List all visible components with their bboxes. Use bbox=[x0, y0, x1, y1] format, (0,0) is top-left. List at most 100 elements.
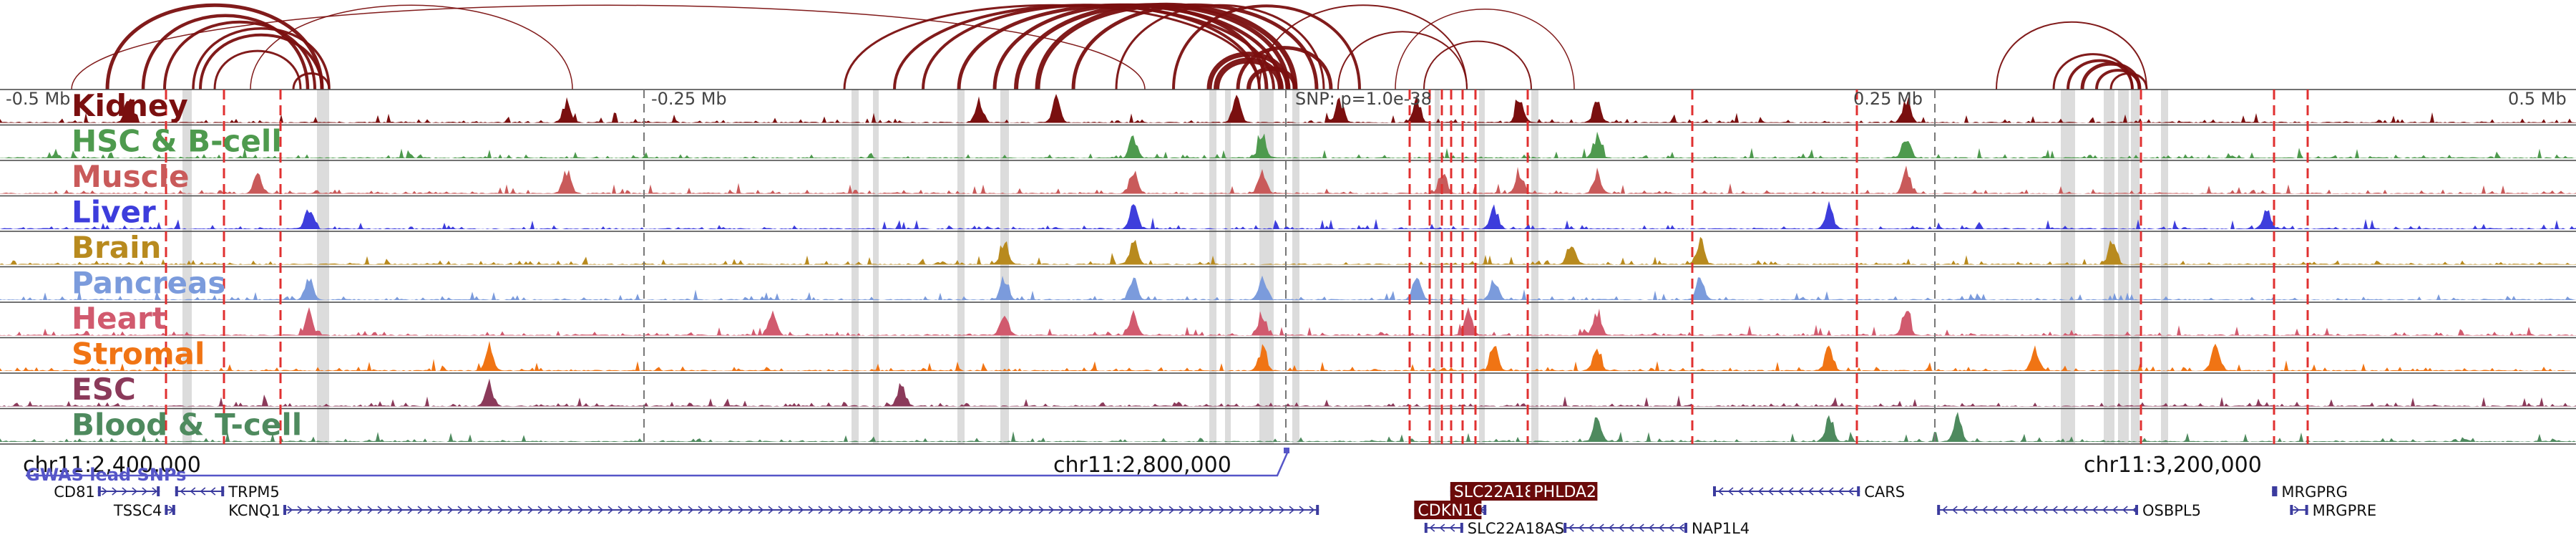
exon-block bbox=[1857, 486, 1860, 496]
coordinate-label: chr11:2,800,000 bbox=[1053, 453, 1231, 478]
strand-arrow bbox=[1449, 524, 1455, 532]
exon-block bbox=[2274, 486, 2278, 496]
strand-arrow bbox=[1028, 506, 1035, 514]
strand-arrow bbox=[152, 487, 158, 496]
strand-arrow bbox=[357, 506, 364, 514]
coordinate-label: chr11:3,200,000 bbox=[2084, 453, 2262, 478]
strand-arrow bbox=[878, 506, 884, 514]
strand-arrow bbox=[1628, 524, 1634, 532]
strand-arrow bbox=[1169, 506, 1175, 514]
strand-arrow bbox=[132, 487, 138, 496]
interaction-arc bbox=[1259, 4, 1468, 90]
strand-arrow bbox=[1727, 487, 1734, 496]
coordinate-label: chr11:2,400,000 bbox=[23, 453, 201, 478]
strand-arrow bbox=[2102, 506, 2108, 514]
strand-arrow bbox=[477, 506, 484, 514]
strand-arrow bbox=[1648, 524, 1654, 532]
strand-arrow bbox=[1209, 506, 1215, 514]
strand-arrow bbox=[668, 506, 674, 514]
strand-arrow bbox=[1951, 506, 1958, 514]
gene-trpm5: TRPM5 bbox=[175, 483, 280, 501]
interaction-arc bbox=[1395, 9, 1575, 90]
strand-arrow bbox=[1787, 487, 1794, 496]
strand-arrow bbox=[347, 506, 353, 514]
interaction-arc bbox=[163, 20, 316, 90]
gene-tssc4: TSSC4 bbox=[113, 502, 175, 519]
strand-arrow bbox=[618, 506, 624, 514]
gene-label: SLC22A18 bbox=[1454, 483, 1535, 501]
gene-mrgpre: MRGPRE bbox=[2290, 502, 2376, 519]
strand-arrow bbox=[848, 506, 854, 514]
strand-arrow bbox=[1777, 487, 1784, 496]
strand-arrow bbox=[307, 506, 313, 514]
coordinate-axis: chr11:2,400,000 chr11:2,800,000 chr11:3,20… bbox=[23, 448, 2262, 485]
strand-arrow bbox=[587, 506, 594, 514]
exon-block bbox=[1483, 505, 1487, 515]
gene-label: TRPM5 bbox=[228, 483, 280, 501]
track-label: HSC & B-cell bbox=[72, 124, 282, 159]
strand-arrow bbox=[457, 506, 464, 514]
strand-arrow bbox=[2041, 506, 2048, 514]
exon-block bbox=[1563, 523, 1567, 533]
strand-arrow bbox=[210, 487, 216, 496]
track-label: Kidney bbox=[72, 88, 188, 123]
strand-arrow bbox=[768, 506, 774, 514]
strand-arrow bbox=[688, 506, 694, 514]
strand-arrow bbox=[948, 506, 955, 514]
strand-arrow bbox=[828, 506, 834, 514]
strand-arrow bbox=[738, 506, 744, 514]
signal-track bbox=[0, 341, 2576, 371]
strand-arrow bbox=[1838, 487, 1844, 496]
strand-arrow bbox=[387, 506, 394, 514]
strand-arrow bbox=[407, 506, 414, 514]
strand-arrow bbox=[1088, 506, 1095, 514]
strand-arrow bbox=[1058, 506, 1065, 514]
gene-cd81: CD81 bbox=[54, 483, 160, 501]
strand-arrow bbox=[1828, 487, 1834, 496]
gene-label: OSBPL5 bbox=[2142, 502, 2201, 519]
strand-arrow bbox=[908, 506, 914, 514]
strand-arrow bbox=[1018, 506, 1025, 514]
interaction-arcs bbox=[71, 2, 2148, 90]
exon-block bbox=[1713, 486, 1716, 496]
strand-arrow bbox=[938, 506, 945, 514]
strand-arrow bbox=[1138, 506, 1145, 514]
strand-arrow bbox=[1848, 487, 1854, 496]
scale-label: 0.25 Mb bbox=[1853, 89, 1923, 109]
strand-arrow bbox=[497, 506, 504, 514]
strand-arrow bbox=[190, 487, 196, 496]
strand-arrow bbox=[2112, 506, 2118, 514]
strand-arrow bbox=[577, 506, 584, 514]
scale-label: -0.25 Mb bbox=[651, 89, 727, 109]
scale-label: 0.5 Mb bbox=[2508, 89, 2567, 109]
interaction-arc bbox=[1236, 46, 1333, 90]
strand-arrow bbox=[397, 506, 404, 514]
strand-arrow bbox=[567, 506, 574, 514]
strand-arrow bbox=[918, 506, 924, 514]
strand-arrow bbox=[1658, 524, 1664, 532]
strand-arrow bbox=[1981, 506, 1988, 514]
strand-arrow bbox=[888, 506, 894, 514]
interaction-arc bbox=[1423, 40, 1532, 90]
exon-block bbox=[2272, 486, 2275, 496]
gene-slc22a18as: SLC22A18AS bbox=[1424, 520, 1564, 537]
strand-arrow bbox=[1189, 506, 1195, 514]
strand-arrow bbox=[1279, 506, 1285, 514]
track-label: Brain bbox=[72, 230, 161, 265]
gene-label: CARS bbox=[1864, 483, 1905, 501]
strand-arrow bbox=[1439, 524, 1445, 532]
strand-arrow bbox=[868, 506, 874, 514]
strand-arrow bbox=[1941, 506, 1948, 514]
strand-arrow bbox=[628, 506, 634, 514]
strand-arrow bbox=[2051, 506, 2058, 514]
strand-arrow bbox=[547, 506, 554, 514]
strand-arrow bbox=[417, 506, 424, 514]
strand-arrow bbox=[728, 506, 734, 514]
strand-arrow bbox=[427, 506, 434, 514]
strand-arrow bbox=[698, 506, 704, 514]
exon-block bbox=[283, 505, 286, 515]
strand-arrow bbox=[2001, 506, 2008, 514]
strand-arrow bbox=[1737, 487, 1744, 496]
signal-tracks bbox=[0, 89, 2576, 445]
